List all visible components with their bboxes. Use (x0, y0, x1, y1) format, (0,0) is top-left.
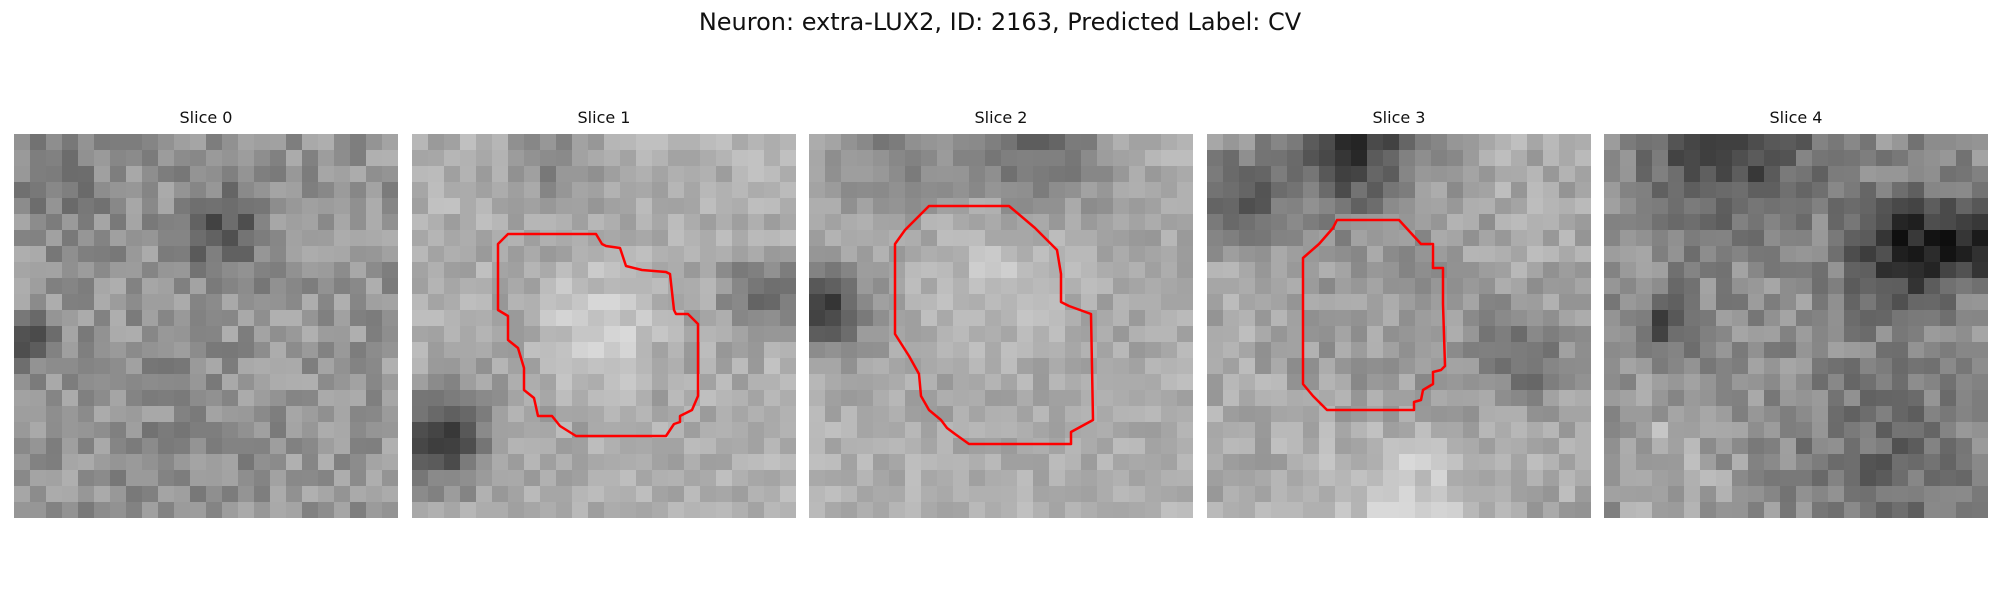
slice-image (1604, 134, 1988, 518)
slice-image (412, 134, 796, 518)
slice-panel-2: Slice 2 (809, 108, 1193, 518)
slice-title: Slice 3 (1372, 108, 1426, 127)
segmentation-contour (893, 204, 1095, 446)
slice-image (809, 134, 1193, 518)
slice-title: Slice 2 (974, 108, 1028, 127)
figure-title: Neuron: extra-LUX2, ID: 2163, Predicted … (698, 8, 1302, 36)
slice-panel-0: Slice 0 (14, 108, 398, 518)
slice-image (14, 134, 398, 518)
slice-title: Slice 0 (179, 108, 233, 127)
slice-image (1207, 134, 1591, 518)
slice-title: Slice 1 (577, 108, 631, 127)
slice-title: Slice 4 (1769, 108, 1823, 127)
slice-panel-1: Slice 1 (412, 108, 796, 518)
slice-panel-3: Slice 3 (1207, 108, 1591, 518)
slice-panel-4: Slice 4 (1604, 108, 1988, 518)
segmentation-contour (1301, 218, 1447, 412)
segmentation-contour (496, 232, 700, 438)
